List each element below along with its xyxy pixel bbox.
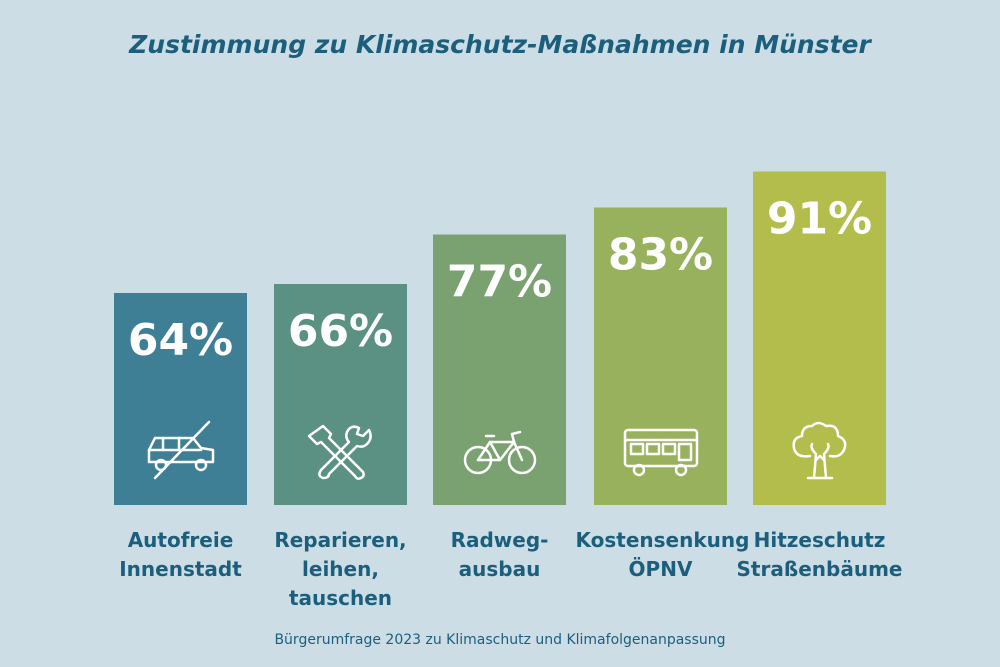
category-label-line: leihen, — [302, 557, 379, 581]
bar-value-label-2: 66% — [288, 306, 393, 357]
category-label-3: Radweg-ausbau — [415, 526, 585, 584]
category-label-line: Autofreie — [127, 528, 234, 552]
car-crossed-icon — [141, 420, 221, 480]
bar-value-label-4: 83% — [608, 230, 713, 281]
bar-1 — [114, 293, 247, 505]
tree-icon — [780, 420, 860, 480]
bar-value-label-1: 64% — [128, 315, 233, 366]
category-label-4: Kostensenkung ÖPNV — [575, 526, 750, 584]
category-label-line: tauschen — [288, 586, 393, 610]
category-label-line: ÖPNV — [628, 557, 693, 581]
bicycle-icon — [460, 420, 540, 480]
bar-4 — [594, 207, 727, 505]
chart-title: Zustimmung zu Klimaschutz-Maßnahmen in M… — [129, 30, 871, 59]
tools-icon — [301, 420, 381, 480]
category-label-line: Radweg- — [450, 528, 549, 552]
category-label-line: ausbau — [458, 557, 541, 581]
bar-value-label-3: 77% — [447, 257, 552, 308]
footnote: Bürgerumfrage 2023 zu Klimaschutz und Kl… — [274, 632, 726, 648]
bar-5 — [753, 171, 886, 505]
category-label-line: Innenstadt — [119, 557, 242, 581]
category-label-2: Reparieren, leihen, tauschen — [256, 526, 426, 613]
bar-value-label-5: 91% — [767, 194, 872, 245]
category-label-1: Autofreie Innenstadt — [96, 526, 266, 584]
category-label-line: Reparieren, — [274, 528, 407, 552]
category-label-line: Hitzeschutz — [753, 528, 886, 552]
category-label-line: Straßenbäume — [736, 557, 903, 581]
bus-icon — [621, 420, 701, 480]
bar-2 — [274, 284, 407, 505]
category-label-5: Hitzeschutz Straßenbäume — [735, 526, 905, 584]
category-label-line: Kostensenkung — [575, 528, 750, 552]
